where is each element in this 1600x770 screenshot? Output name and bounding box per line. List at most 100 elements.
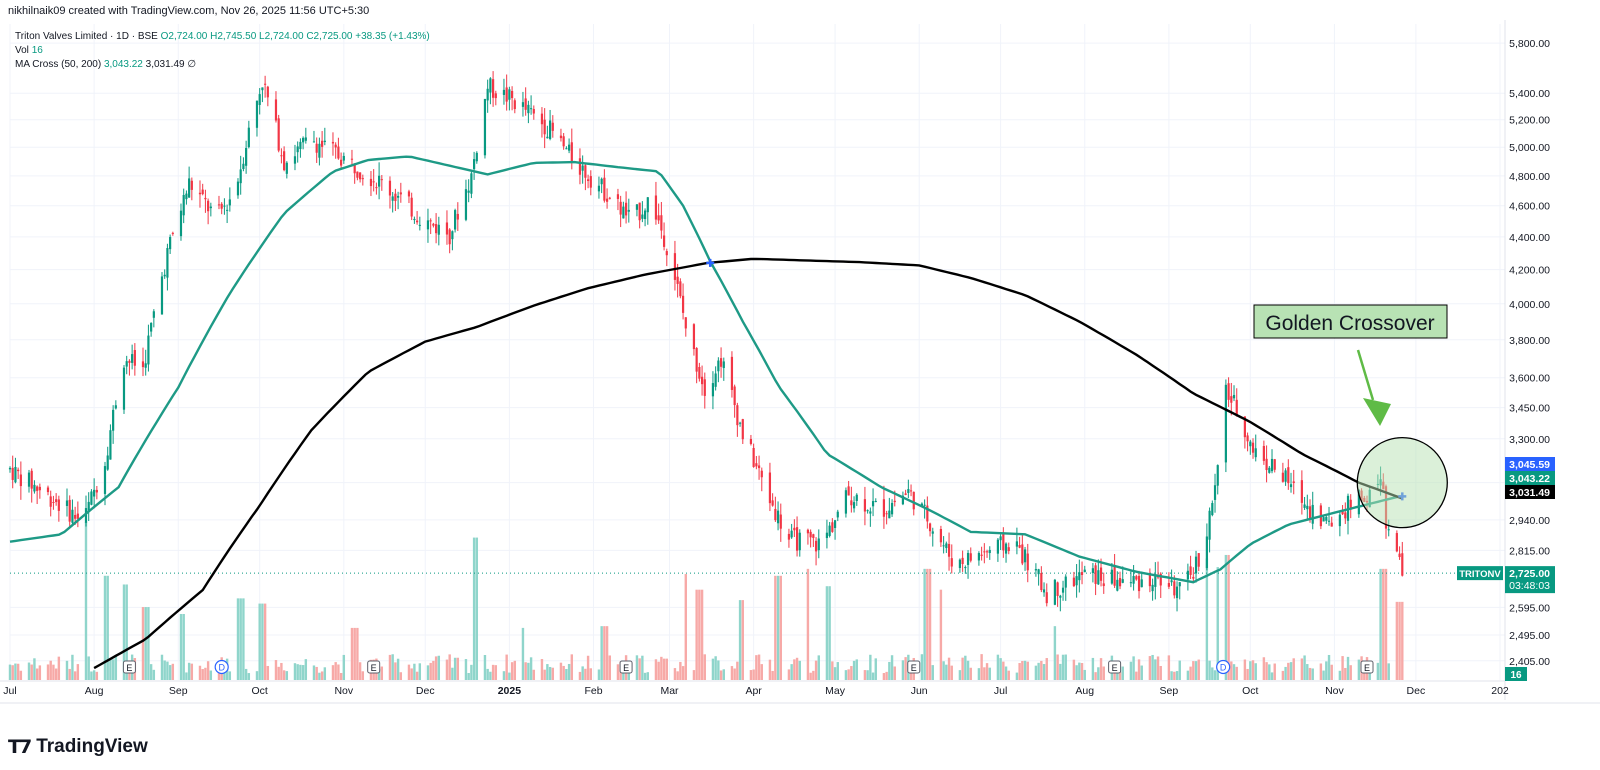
volume-bar [1192,661,1195,680]
candle-body [641,214,644,219]
earnings-marker-label: E [371,663,377,673]
earnings-marker-label: E [623,663,629,673]
dividend-marker-label: D [1220,663,1227,673]
volume-bar [983,667,986,680]
volume-bar [163,660,166,680]
volume-bar [643,672,647,680]
candle-body [1097,570,1100,585]
candle-body [293,156,297,164]
candle-body [562,136,565,147]
volume-bar [771,670,774,680]
candle-body [1151,584,1154,592]
candle-body [999,536,1002,541]
candle-body [795,527,799,551]
legend-row-ma[interactable]: MA Cross (50, 200) 3,043.22 3,031.49 ∅ [15,59,196,70]
candle-body [451,231,454,240]
volume-bar [339,672,343,680]
volume-bar [1213,670,1217,680]
time-tick-label: Oct [252,685,268,697]
volume-bar [84,521,88,680]
volume-bar [1235,666,1238,680]
volume-bar [1021,660,1024,680]
volume-bar [833,667,837,680]
volume-bar [467,672,470,680]
volume-bar [831,661,834,680]
candle-body [483,98,487,156]
time-tick-label: Aug [85,685,104,697]
candle-body [188,178,191,198]
volume-bar [1387,663,1390,680]
candle-body [413,218,416,221]
candle-body [722,361,725,369]
volume-bar [125,584,128,680]
candle-body [321,140,324,147]
header-bar: nikhilnaik09 created with TradingView.co… [0,0,1600,20]
volume-bar [1338,670,1342,680]
volume-bar [1395,601,1399,680]
candle-body [1121,579,1124,583]
candle-body [521,102,525,107]
legend-row-symbol[interactable]: Triton Valves Limited · 1D · BSE O2,724.… [15,31,430,42]
candle-body [1061,587,1065,593]
volume-bar [1156,656,1160,680]
candle-body [923,504,926,506]
volume-bar [27,662,31,680]
volume-bar [52,664,55,680]
volume-bar [760,664,763,680]
volume-bar [141,607,145,680]
legend-row-volume[interactable]: Vol 16 [15,45,43,56]
volume-bar [1281,670,1285,680]
candle-body [624,202,628,216]
volume-bar [622,668,625,680]
volume-bar [768,659,772,680]
candle-body [1113,565,1116,586]
legend-close: C2,725.00 [306,31,353,42]
candle-body [331,141,335,144]
candle-body [866,510,869,512]
volume-bar [464,659,468,680]
volume-bar [774,575,777,680]
candle-body [660,215,663,231]
candle-body [239,169,242,184]
volume-bar [179,614,183,680]
candle-body [407,191,411,197]
candle-body [958,559,962,568]
volume-bar [1178,660,1181,680]
volume-bar [204,667,207,680]
annotation-text: Golden Crossover [1265,312,1434,335]
candle-body [654,195,658,220]
candle-body [850,500,853,506]
volume-bar [852,660,856,680]
candle-body [581,165,584,171]
candle-body [546,136,549,139]
ma-value-badge-label: 3,045.59 [1509,459,1550,471]
earnings-marker [907,660,921,674]
volume-bar [551,667,555,680]
tradingview-brand[interactable]: T7 TradingView [8,736,148,758]
brand-name: TradingView [36,736,148,757]
candle-body [302,137,305,143]
candle-body [280,155,283,157]
candle-body [8,467,12,470]
volume-bar [1273,663,1276,680]
volume-bar [980,654,983,680]
candle-body [646,197,649,213]
candle-body [776,510,780,524]
volume-bar [844,670,848,680]
volume-bar [71,654,74,680]
volume-bar [1398,601,1401,680]
volume-bar [505,654,508,680]
candle-body [1205,536,1208,569]
volume-bar [1346,656,1350,680]
volume-bar [304,659,308,680]
volume-bar [1099,658,1103,680]
volume-bar [1224,554,1228,680]
volume-bar [1053,626,1057,680]
candle-body [779,514,782,529]
volume-bar [1243,659,1247,680]
volume-bar [1349,665,1352,680]
volume-bar [228,671,232,680]
candle-body [733,386,736,406]
price-tick-label: 2,405.00 [1509,656,1550,668]
